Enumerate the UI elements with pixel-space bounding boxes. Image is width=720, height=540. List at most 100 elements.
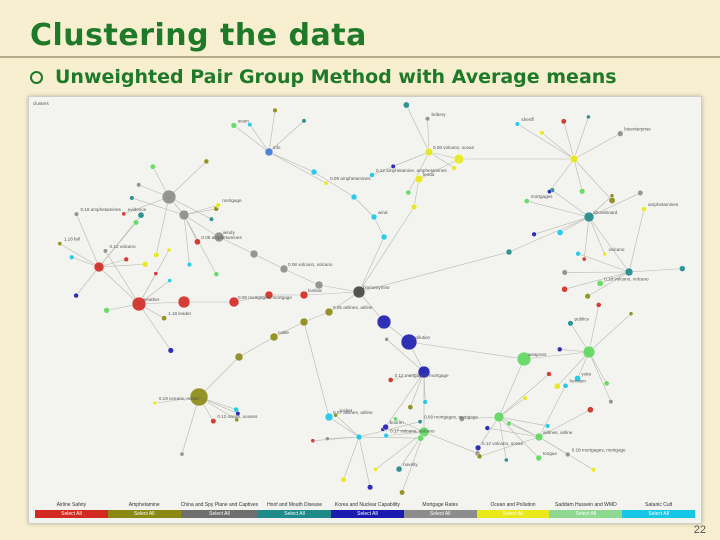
node-circle[interactable] [350,193,358,201]
node-label[interactable]: amphetamines [648,202,679,207]
node-circle[interactable] [235,411,241,417]
node-circle[interactable] [624,267,634,277]
node-circle[interactable] [161,315,168,322]
node-circle[interactable] [602,251,607,257]
node-circle[interactable] [299,290,309,300]
node-circle[interactable] [376,314,392,330]
node-circle[interactable] [301,118,307,124]
node-label[interactable]: novelty [403,462,418,467]
node-circle[interactable] [641,206,647,213]
node-label[interactable]: heroism [570,379,587,384]
node-circle[interactable] [384,337,389,342]
node-label[interactable]: 1.18 fall [64,237,80,242]
node-layer[interactable] [57,101,686,496]
node-circle[interactable] [299,317,309,327]
legend-item[interactable]: Satanic Cult Select All [622,502,696,520]
node-label[interactable]: 0.08 volcano, volcano [288,262,333,267]
node-circle[interactable] [178,209,190,221]
node-circle[interactable] [474,444,482,451]
node-circle[interactable] [569,154,579,164]
node-circle[interactable] [323,180,329,186]
node-circle[interactable] [177,295,191,309]
node-circle[interactable] [230,122,237,129]
node-circle[interactable] [493,411,505,423]
node-circle[interactable] [264,147,274,157]
legend-select-all-button[interactable]: Select All [622,510,696,518]
node-circle[interactable] [393,416,398,422]
node-circle[interactable] [153,271,159,276]
node-circle[interactable] [234,352,244,362]
node-label[interactable]: 0.05 airlines, airline [333,305,373,310]
node-circle[interactable] [234,417,240,423]
node-circle[interactable] [355,433,363,441]
legend-select-all-button[interactable]: Select All [403,510,477,518]
node-circle[interactable] [249,249,259,259]
node-circle[interactable] [451,165,457,171]
node-circle[interactable] [137,211,145,219]
node-label[interactable]: sheriff [521,117,534,122]
node-circle[interactable] [567,320,574,327]
node-circle[interactable] [522,395,528,401]
node-circle[interactable] [561,285,568,293]
legend-select-all-button[interactable]: Select All [258,510,331,518]
node-circle[interactable] [575,250,581,257]
node-circle[interactable] [458,415,465,422]
node-circle[interactable] [167,278,172,283]
node-circle[interactable] [324,307,334,317]
node-label[interactable]: wind [378,210,388,215]
node-circle[interactable] [582,345,596,359]
node-circle[interactable] [603,380,610,387]
node-circle[interactable] [583,211,595,223]
node-label[interactable]: publics [574,316,589,321]
cluster-graph[interactable]: clusters biometrymmr info lenda lombar pollut… [29,97,701,501]
node-circle[interactable] [279,264,289,274]
node-circle[interactable] [149,163,156,170]
node-circle[interactable] [310,438,316,443]
node-label[interactable]: lombar [308,288,323,293]
node-circle[interactable] [417,365,431,379]
node-label[interactable]: mortgage [222,198,242,203]
node-circle[interactable] [269,332,279,342]
node-circle[interactable] [383,432,389,439]
node-label[interactable]: weapons [528,352,547,357]
node-circle[interactable] [574,375,581,382]
node-circle[interactable] [123,256,129,263]
node-label[interactable]: volcano [609,247,625,252]
node-circle[interactable] [399,489,406,496]
node-circle[interactable] [203,158,210,165]
node-circle[interactable] [167,347,174,354]
node-circle[interactable] [272,107,278,114]
node-label[interactable]: 1.18 leader [168,311,191,316]
node-circle[interactable] [565,451,571,458]
node-circle[interactable] [590,467,597,473]
node-circle[interactable] [210,418,217,425]
node-circle[interactable] [324,412,334,422]
node-label[interactable]: 0.18 mortgages, mortgage [572,448,626,453]
cluster-visualization[interactable]: clusters biometrymmr info lenda lombar pollut… [28,96,702,524]
node-circle[interactable] [514,121,520,127]
node-circle[interactable] [129,195,135,201]
node-label[interactable]: rocket [340,408,353,413]
node-label[interactable]: bribery [432,112,447,117]
node-circle[interactable] [314,280,324,290]
node-circle[interactable] [102,248,108,254]
node-label[interactable]: 0.17 volcano, volcano [390,429,435,434]
node-circle[interactable] [370,213,378,221]
node-circle[interactable] [405,189,412,196]
node-label[interactable]: pollution [413,335,431,340]
node-circle[interactable] [402,101,410,109]
node-circle[interactable] [484,425,491,431]
node-circle[interactable] [367,484,374,491]
node-circle[interactable] [352,285,366,299]
node-label[interactable]: aboveboard [593,210,618,215]
node-circle[interactable] [539,130,545,136]
node-circle[interactable] [504,457,509,463]
node-circle[interactable] [264,290,274,300]
node-circle[interactable] [523,198,530,204]
node-label[interactable]: 0.12 mortgages, mortgage [395,373,449,378]
node-circle[interactable] [587,406,594,414]
node-circle[interactable] [556,229,564,236]
node-circle[interactable] [340,476,347,483]
node-circle[interactable] [166,247,172,253]
legend-item[interactable]: Airline Safety Select All [35,502,108,520]
